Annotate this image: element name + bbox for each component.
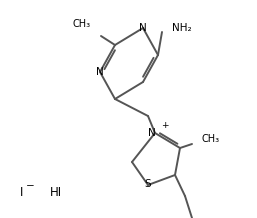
Text: CH₃: CH₃ [202,134,220,144]
Text: N: N [96,67,104,77]
Text: NH₂: NH₂ [172,23,192,33]
Text: CH₃: CH₃ [73,19,91,29]
Text: −: − [26,181,34,191]
Text: S: S [145,179,151,189]
Text: +: + [161,121,169,131]
Text: I: I [20,186,24,199]
Text: N: N [139,23,147,33]
Text: HI: HI [50,186,62,199]
Text: N: N [148,128,156,138]
